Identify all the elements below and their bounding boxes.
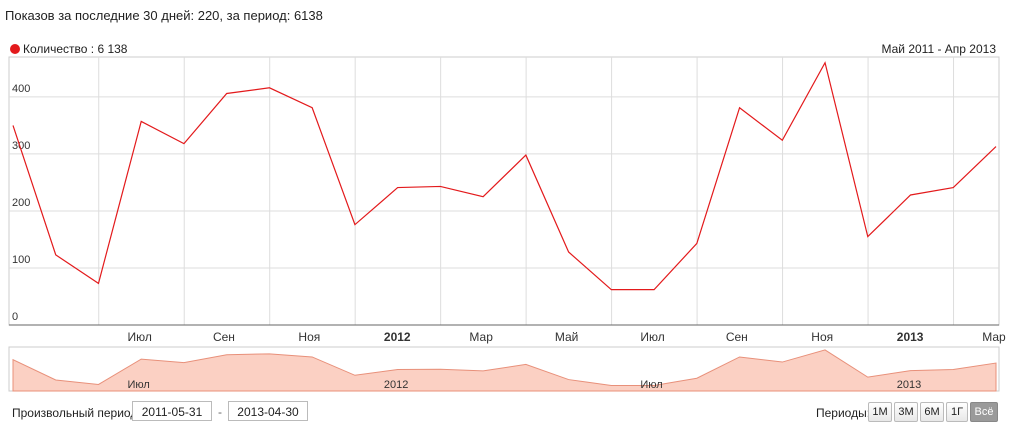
page-summary: Показов за последние 30 дней: 220, за пе… [5, 8, 323, 23]
x-tick-label: Сен [726, 330, 748, 344]
x-tick-label: Мар [469, 330, 493, 344]
periods-label: Периоды: [816, 406, 871, 420]
y-tick-label: 100 [12, 254, 30, 266]
legend-dot-icon [10, 44, 20, 54]
x-tick-label: Ноя [298, 330, 320, 344]
x-tick-label: Май [555, 330, 579, 344]
navigator-label: Июл [127, 379, 149, 391]
legend-label: Количество : 6 138 [23, 42, 128, 56]
period-button-1m[interactable]: 1М [868, 402, 892, 422]
series-line [12, 61, 997, 291]
x-tick-label: 2012 [384, 330, 411, 344]
navigator: Июл 2012 Июл 2013 [8, 346, 1000, 392]
date-from-input[interactable]: 2011-05-31 [132, 401, 212, 421]
date-range-label: Май 2011 - Апр 2013 [881, 42, 996, 56]
x-tick-label: Июл [640, 330, 664, 344]
y-tick-label: 300 [12, 140, 30, 152]
x-tick-label: Ноя [811, 330, 833, 344]
period-button-3m[interactable]: 3М [894, 402, 918, 422]
period-button-all[interactable]: Всё [970, 402, 998, 422]
y-tick-label: 400 [12, 83, 30, 95]
x-tick-label: Сен [213, 330, 235, 344]
line-chart[interactable]: 0 100 200 300 400 Июл Сен Ноя 2012 Мар Май Июл Сен Н… [0, 0, 1010, 400]
period-button-6m[interactable]: 6М [920, 402, 944, 422]
x-axis-tick-labels: Июл Сен Ноя 2012 Мар Май Июл Сен Ноя 2013 Мар [127, 330, 1006, 344]
date-range-dash: - [218, 405, 222, 419]
custom-period-label: Произвольный период: [12, 406, 141, 420]
x-tick-label: 2013 [897, 330, 924, 344]
navigator-label: Июл [640, 379, 662, 391]
y-tick-label: 0 [12, 311, 18, 323]
x-tick-label: Мар [982, 330, 1006, 344]
chart-controls: Произвольный период: 2011-05-31 - 2013-0… [0, 401, 1010, 427]
date-to-input[interactable]: 2013-04-30 [228, 401, 308, 421]
series-line-group [12, 61, 997, 291]
chart-grid [8, 56, 1000, 326]
y-tick-label: 200 [12, 197, 30, 209]
chart-legend[interactable]: Количество : 6 138 [10, 42, 127, 56]
y-axis-tick-labels: 0 100 200 300 400 [12, 83, 30, 323]
navigator-label: 2012 [384, 379, 408, 391]
navigator-area [12, 349, 997, 392]
period-button-1y[interactable]: 1Г [946, 402, 968, 422]
x-tick-label: Июл [127, 330, 151, 344]
navigator-label: 2013 [897, 379, 921, 391]
